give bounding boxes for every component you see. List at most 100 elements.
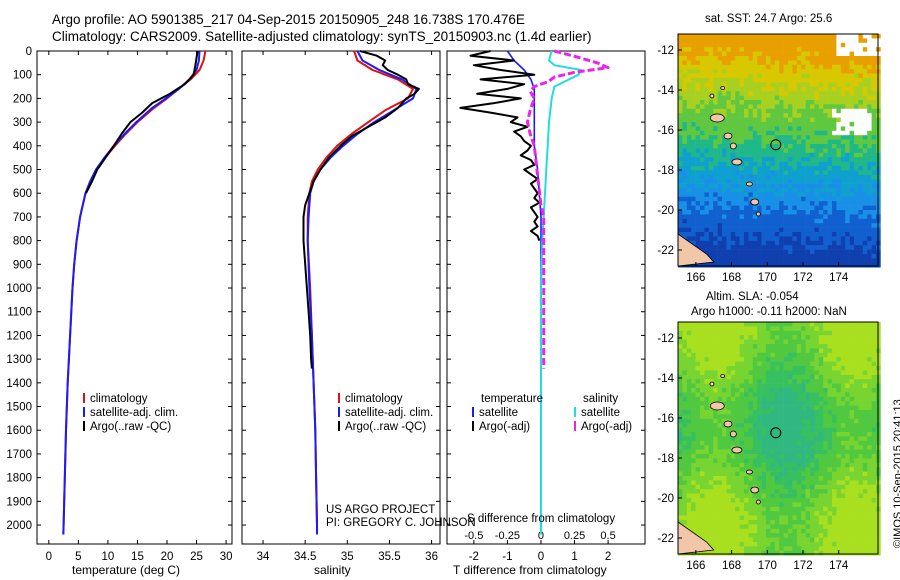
- sla-map-cell: [766, 392, 771, 398]
- sla-map-cell: [682, 357, 688, 362]
- sla-map-cell: [818, 493, 824, 499]
- sst-map-cell: [783, 78, 789, 83]
- sst-map-cell: [827, 86, 833, 92]
- sla-map-cell: [832, 524, 837, 530]
- sla-map-cell: [792, 401, 798, 406]
- sla-map-cell: [744, 537, 749, 543]
- sst-map-cell: [801, 201, 806, 206]
- sla-map-cell: [730, 493, 736, 499]
- sst-map-cell: [814, 254, 820, 259]
- sla-map-cell: [871, 418, 877, 424]
- sla-map-cell: [744, 476, 749, 481]
- sst-map-cell: [805, 73, 811, 79]
- sla-map-cell: [695, 445, 701, 450]
- sla-map-cell: [858, 366, 864, 371]
- sst-map-cell: [801, 262, 806, 268]
- sst-map-cell: [858, 210, 864, 215]
- sst-map-cell: [783, 201, 789, 206]
- sla-map-cell: [722, 379, 727, 384]
- sla-map-cell: [801, 396, 806, 402]
- sla-map-cell: [704, 533, 710, 538]
- sla-map-cell: [713, 326, 718, 332]
- sst-map-cell: [752, 42, 758, 48]
- sla-map-cell: [735, 357, 740, 362]
- sst-map-cell: [840, 144, 846, 149]
- sla-map-cell: [792, 330, 798, 336]
- sla-map-cell: [730, 388, 736, 393]
- sla-map-cell: [730, 418, 736, 424]
- sla-map-cell: [735, 467, 740, 472]
- sst-map-cell: [862, 262, 868, 268]
- sla-map-cell: [748, 528, 754, 534]
- sst-map-cell: [867, 179, 872, 184]
- sla-map-cell: [748, 414, 754, 420]
- sst-map-cell: [700, 100, 705, 105]
- sst-map-cell: [678, 78, 683, 83]
- sst-map-cell: [757, 108, 762, 114]
- sst-map-cell: [836, 108, 842, 114]
- sst-map-cell: [726, 262, 732, 268]
- sst-map-cell: [752, 60, 758, 66]
- sla-map-cell: [814, 423, 820, 428]
- sst-map-cell: [832, 148, 837, 154]
- sst-map-lat-label: -16: [657, 125, 674, 137]
- sst-map-cell: [770, 245, 776, 250]
- salinity-tick-label: 34: [257, 551, 270, 563]
- sst-map-cell: [836, 135, 842, 140]
- sst-map-cell: [713, 170, 718, 176]
- sst-map-cell: [717, 188, 723, 193]
- sst-map-cell: [761, 254, 767, 259]
- sst-map-cell: [713, 245, 718, 250]
- sst-map-cell: [814, 227, 820, 233]
- sla-map-cell: [858, 440, 864, 446]
- sst-map-cell: [810, 183, 815, 189]
- sst-map-cell: [682, 210, 688, 215]
- sla-map-cell: [867, 436, 872, 442]
- sla-map-cell: [722, 414, 727, 420]
- sla-map-cell: [792, 410, 798, 415]
- sla-map-cell: [739, 458, 745, 464]
- tdiff-tick-label: 1: [571, 551, 577, 563]
- sst-map-cell: [827, 174, 833, 180]
- sla-map-cell: [836, 493, 842, 499]
- difference-series-argoadj: [459, 50, 541, 241]
- sst-map-cell: [739, 214, 745, 220]
- sst-map-cell: [757, 196, 762, 202]
- sla-map-cell: [845, 511, 850, 516]
- sla-map-cell: [722, 339, 727, 345]
- sla-map-cell: [849, 405, 855, 411]
- sla-map-cell: [686, 348, 692, 354]
- sst-map-cell: [735, 130, 740, 136]
- sst-map-cell: [801, 148, 806, 154]
- sst-map-cell: [867, 214, 872, 220]
- sst-map-cell: [682, 117, 688, 123]
- sst-map-cell: [805, 174, 811, 180]
- sst-map-cell: [854, 82, 859, 88]
- island-shape: [720, 86, 726, 90]
- sst-map-cell: [836, 174, 842, 180]
- sst-map-cell: [713, 56, 718, 61]
- sst-map-cell: [761, 161, 767, 167]
- sst-map-cell: [845, 201, 850, 206]
- sst-map-cell: [788, 258, 793, 264]
- sst-map-cell: [726, 227, 732, 233]
- sst-map-cell: [858, 262, 864, 268]
- depth-tick-label: 1100: [7, 307, 32, 319]
- sla-map-cell: [770, 484, 776, 490]
- sla-map-cell: [788, 388, 793, 393]
- sst-map-cell: [770, 236, 776, 242]
- sst-map-cell: [700, 56, 705, 61]
- sst-map-cell: [735, 47, 740, 52]
- sla-map-cell: [832, 330, 837, 336]
- sst-map-cell: [823, 245, 828, 250]
- sla-map-cell: [761, 493, 767, 499]
- sla-map-cell: [761, 445, 767, 450]
- sla-map-cell: [691, 458, 696, 464]
- sla-map-cell: [779, 383, 784, 389]
- sst-map-cell: [722, 56, 727, 61]
- sst-map-cell: [713, 179, 718, 184]
- sst-map-cell: [779, 188, 784, 193]
- sst-map-cell: [854, 240, 859, 246]
- sla-map-cell: [691, 322, 696, 327]
- sla-map-cell: [766, 344, 771, 349]
